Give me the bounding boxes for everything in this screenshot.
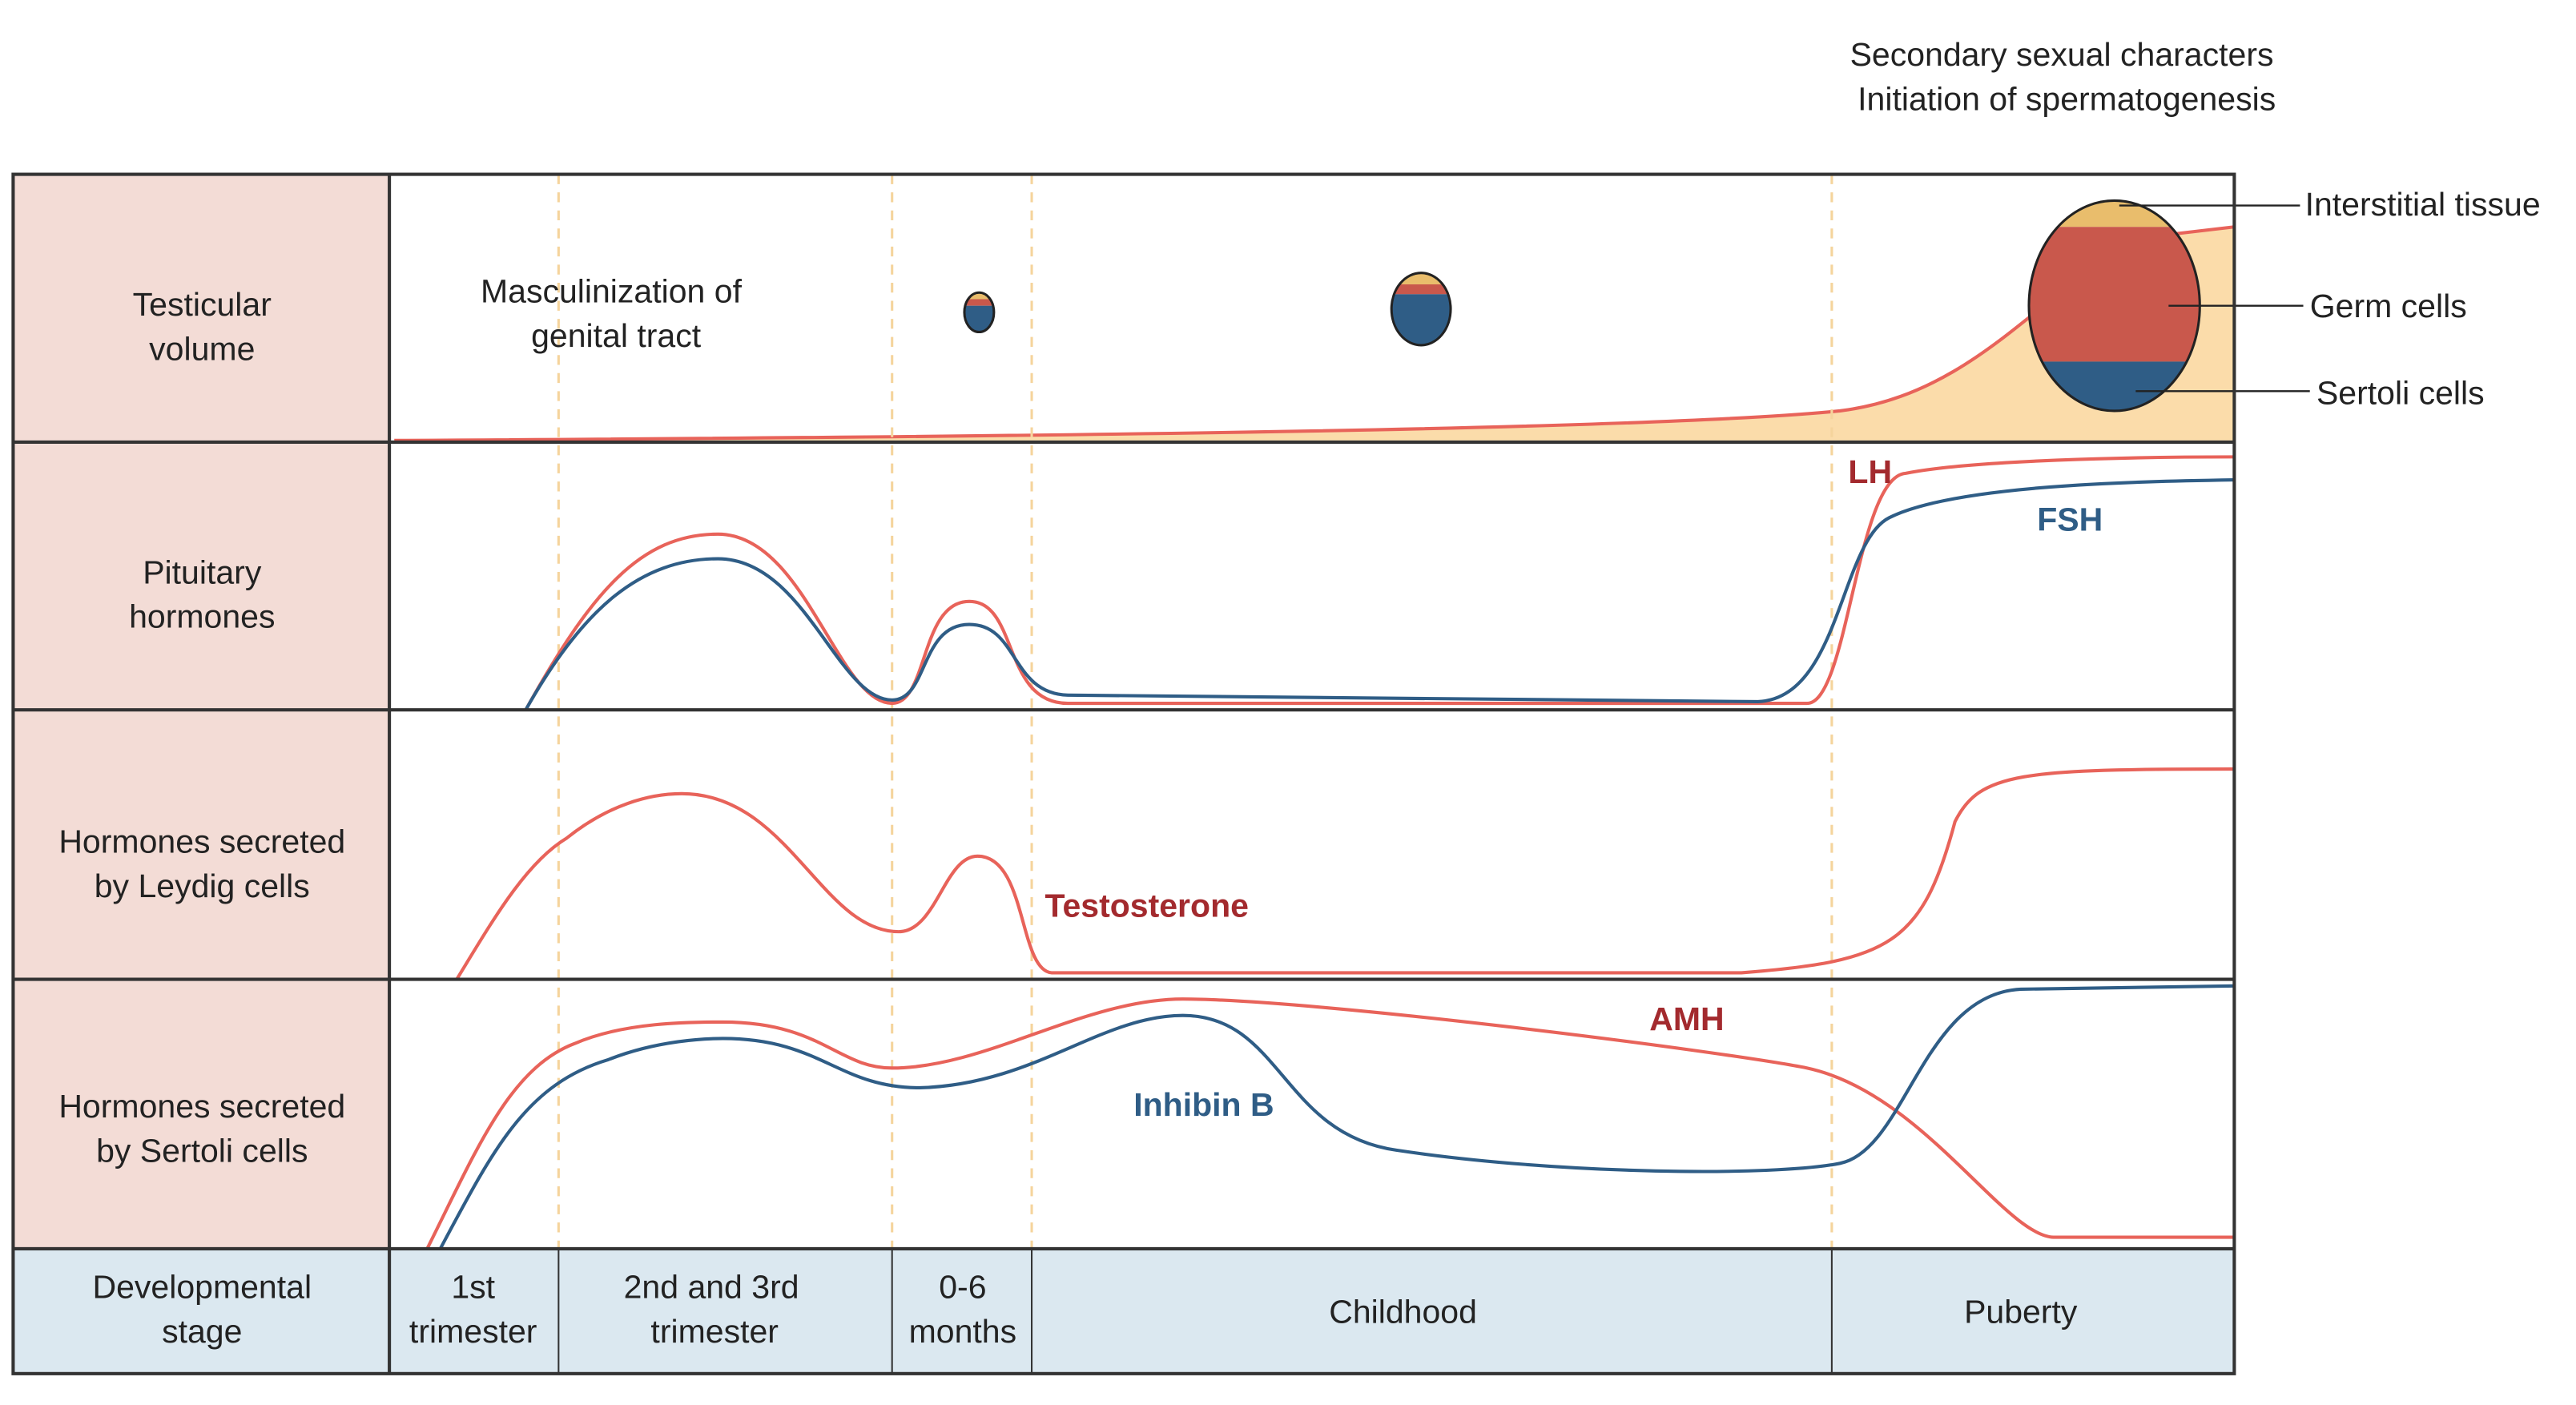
amh-curve (425, 997, 2235, 1250)
amh-label: AMH (1649, 1000, 1724, 1037)
row-label: Hormones secreted (58, 1088, 345, 1125)
annotation: genital tract (531, 317, 702, 354)
row-label: volume (149, 330, 255, 367)
testosterone-curve (455, 767, 2235, 980)
text-line: Secondary sexual characters (1850, 36, 2274, 73)
testosterone-label: Testosterone (1044, 888, 1249, 924)
part-label: Interstitial tissue (2305, 186, 2541, 223)
volume-area (394, 227, 2235, 441)
inhibin-b-curve (438, 984, 2235, 1250)
stage: 2nd and 3rd (624, 1268, 799, 1305)
stage-grid (557, 1248, 1833, 1374)
volume-curve (394, 225, 2235, 442)
text-line: Initiation of spermatogenesis (1858, 81, 2276, 118)
inhibin-b-label: Inhibin B (1133, 1086, 1274, 1123)
lh-curve (524, 455, 2235, 711)
row-label: Pituitary (143, 554, 262, 590)
stage: Puberty (1964, 1293, 2078, 1330)
fsh-label: FSH (2037, 501, 2103, 538)
fsh-curve (524, 478, 2235, 711)
row-labels: Testicular volume Pituitary hormones Hor… (58, 273, 2078, 1350)
stage: 1st (451, 1268, 495, 1305)
row-label: Testicular (133, 286, 272, 323)
part-label: Germ cells (2310, 288, 2467, 324)
stage-header: stage (162, 1313, 242, 1350)
row-label: hormones (129, 598, 275, 635)
lh-label: LH (1848, 453, 1892, 490)
top-note: Secondary sexual characters (1850, 36, 2274, 73)
stage: trimester (409, 1313, 537, 1350)
stage: Childhood (1329, 1293, 1477, 1330)
stage: 0-6 (939, 1268, 986, 1305)
row-label: by Leydig cells (95, 868, 310, 904)
stage-row (13, 1248, 2235, 1374)
annotation: Masculinization of (481, 273, 743, 310)
top-note: Initiation of spermatogenesis (1858, 81, 2276, 118)
testis-medium-outline (1390, 272, 1452, 347)
table-grid (11, 172, 2236, 1375)
stage-header: Developmental (92, 1268, 312, 1305)
row-label: by Sertoli cells (96, 1132, 308, 1169)
stage: months (909, 1313, 1017, 1350)
stage: trimester (650, 1313, 779, 1350)
row-label: Hormones secreted (58, 823, 345, 860)
testis-small-outline (963, 291, 996, 334)
part-label: Sertoli cells (2316, 375, 2485, 412)
